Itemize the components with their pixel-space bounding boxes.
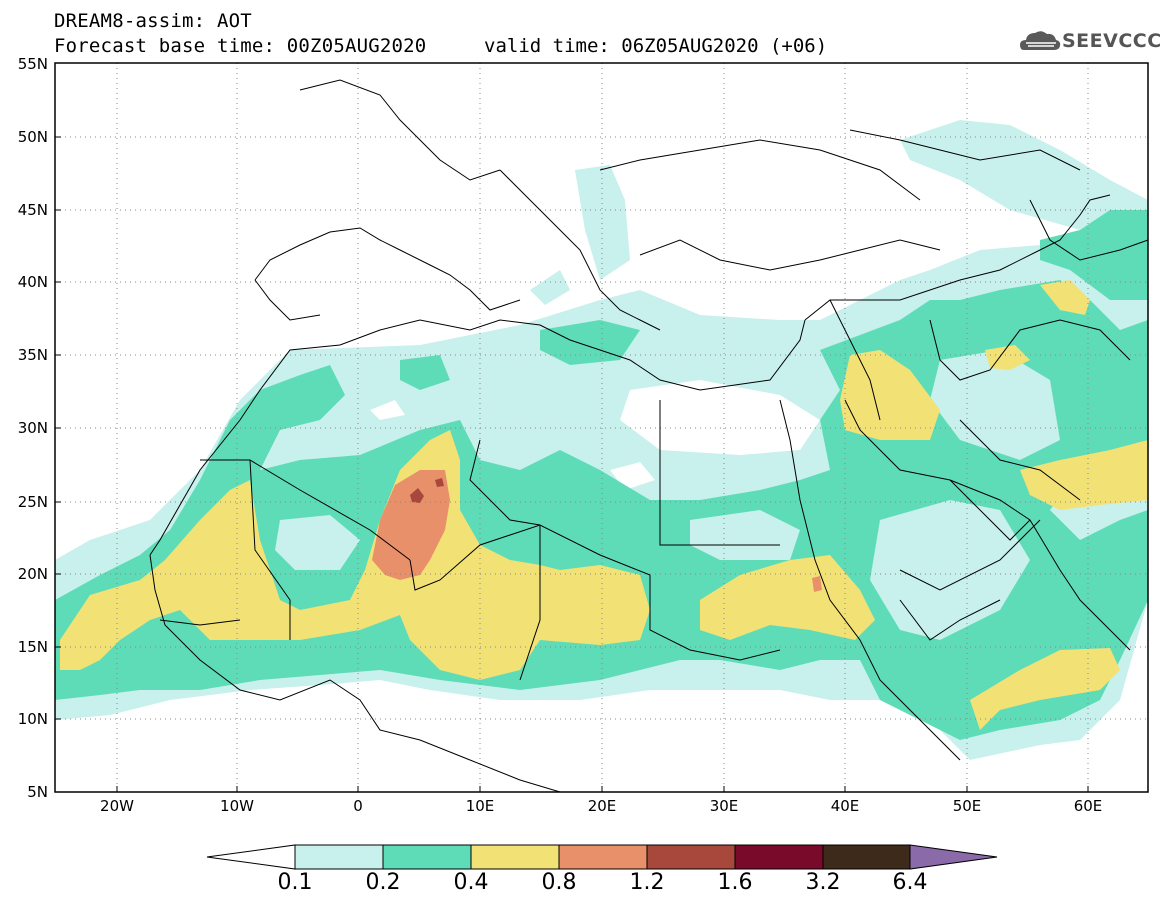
lat-label: 45N bbox=[17, 201, 48, 219]
axis-ticks bbox=[55, 136, 1089, 792]
lon-label: 40E bbox=[830, 797, 860, 815]
lat-label: 40N bbox=[17, 273, 48, 291]
aot-field bbox=[55, 120, 1148, 760]
aot-band-1.2 bbox=[410, 488, 424, 503]
aot-band-0.8 bbox=[812, 576, 822, 592]
lat-label: 10N bbox=[17, 710, 48, 728]
coastlines-borders bbox=[149, 79, 1148, 792]
map-title: DREAM8-assim: AOT bbox=[54, 10, 252, 32]
colorbar-label: 1.6 bbox=[717, 870, 753, 895]
colorbar-label: 0.8 bbox=[541, 870, 577, 895]
lat-label: 25N bbox=[17, 493, 48, 511]
valid-time: valid time: 06Z05AUG2020 (+06) bbox=[484, 35, 828, 57]
colorbar-label: 0.1 bbox=[277, 870, 313, 895]
lon-label: 30E bbox=[709, 797, 739, 815]
lat-label: 50N bbox=[17, 128, 48, 146]
aot-band-0.1 bbox=[530, 270, 570, 305]
cloud-logo-icon bbox=[1020, 31, 1061, 50]
seevccc-logo-text: SEEVCCC bbox=[1062, 30, 1162, 52]
aot-band-0.1 bbox=[575, 165, 630, 280]
lon-label: 0 bbox=[353, 797, 363, 815]
colorbar-label: 3.2 bbox=[805, 870, 841, 895]
lon-label: 20E bbox=[587, 797, 617, 815]
forecast-base-time: Forecast base time: 00Z05AUG2020 bbox=[54, 35, 427, 57]
graticule bbox=[55, 63, 1148, 792]
aot-band-0.4 bbox=[1020, 440, 1148, 510]
lat-label: 15N bbox=[17, 638, 48, 656]
aot-band-0.4 bbox=[1040, 280, 1090, 315]
aot-band-1.2 bbox=[435, 478, 444, 487]
aot-band-0.4 bbox=[60, 430, 650, 680]
aot-band-0.2 bbox=[1040, 210, 1148, 300]
aot-band-0.8 bbox=[372, 470, 450, 580]
aot-band-0.4 bbox=[840, 350, 940, 440]
colorbar-label: 0.4 bbox=[453, 870, 489, 895]
aot-band-0.2 bbox=[400, 355, 450, 390]
lon-label: 50E bbox=[952, 797, 982, 815]
lon-label: 10W bbox=[220, 797, 254, 815]
lon-label: 60E bbox=[1073, 797, 1103, 815]
lat-label: 20N bbox=[17, 565, 48, 583]
colorbar-label: 1.2 bbox=[629, 870, 665, 895]
lon-label: 10E bbox=[465, 797, 495, 815]
lon-label: 20W bbox=[100, 797, 134, 815]
colorbar-label: 6.4 bbox=[892, 870, 928, 895]
aot-band-0.4 bbox=[970, 648, 1120, 730]
lat-label: 35N bbox=[17, 346, 48, 364]
aot-band-0.4 bbox=[700, 555, 875, 640]
lat-label: 30N bbox=[17, 419, 48, 437]
lat-label: 55N bbox=[17, 55, 48, 73]
aot-band-0.4 bbox=[985, 345, 1030, 370]
colorbar-label: 0.2 bbox=[365, 870, 401, 895]
aot-band-0.1 bbox=[900, 120, 1148, 245]
aot-band-0.2 bbox=[540, 320, 640, 365]
lat-label: 5N bbox=[27, 783, 48, 801]
